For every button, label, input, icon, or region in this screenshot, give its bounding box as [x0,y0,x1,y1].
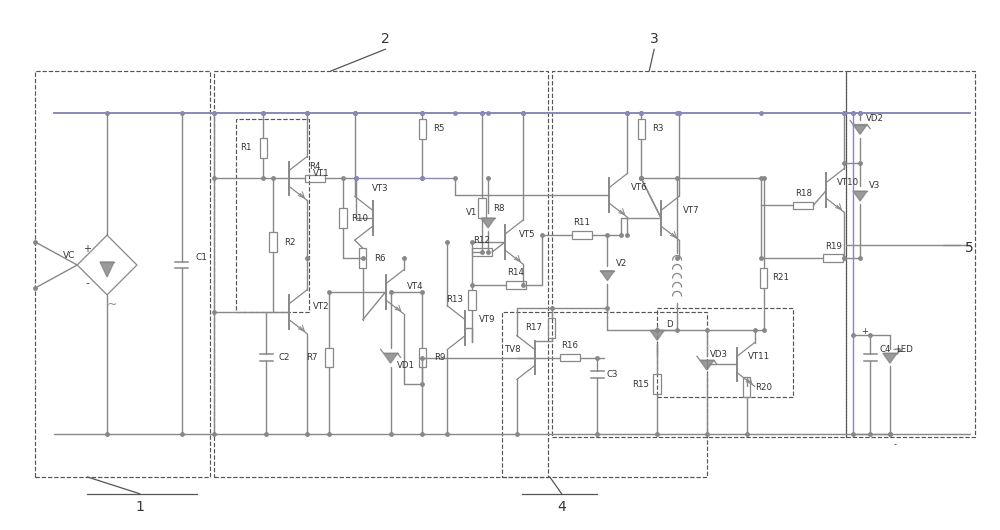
Text: R3: R3 [652,124,664,133]
Text: R6: R6 [374,253,385,262]
Polygon shape [100,262,114,277]
Polygon shape [481,218,495,228]
Bar [552,71,846,437]
Bar [468,290,476,310]
Bar [502,312,707,477]
Text: VT1: VT1 [313,169,329,178]
Bar [743,377,750,398]
Bar [846,71,975,437]
Bar [325,348,333,367]
Text: C3: C3 [607,370,618,379]
Bar [260,138,267,157]
Bar [653,374,661,394]
Polygon shape [384,354,398,363]
Text: VC: VC [63,251,75,260]
Text: V3: V3 [869,181,881,190]
Bar [305,175,325,182]
Text: R8: R8 [493,204,505,213]
Polygon shape [853,125,867,134]
Text: VT2: VT2 [313,302,329,311]
Polygon shape [650,331,664,340]
Text: +: + [862,327,869,336]
Text: R16: R16 [561,341,578,350]
Text: R19: R19 [825,242,842,251]
Text: VT3: VT3 [372,184,389,193]
Text: R18: R18 [795,189,812,198]
Text: V1: V1 [465,208,477,217]
Text: 4: 4 [557,500,566,514]
Text: R11: R11 [573,218,590,227]
Polygon shape [883,354,897,363]
Text: R12: R12 [474,236,491,245]
Text: C2: C2 [278,353,290,362]
Text: C1: C1 [196,252,208,261]
Bar [760,268,767,288]
Text: VT6: VT6 [631,183,648,192]
Text: TV8: TV8 [505,345,521,354]
Text: -: - [85,278,89,288]
Bar [638,119,645,139]
Bar [236,119,309,312]
Bar [419,348,426,367]
Text: 1: 1 [135,500,144,514]
Text: 5: 5 [965,241,974,255]
Text: R17: R17 [525,323,542,332]
Text: VT5: VT5 [519,229,535,239]
Text: R15: R15 [632,380,649,389]
Text: VD1: VD1 [396,361,414,370]
Text: R13: R13 [446,295,463,304]
Polygon shape [853,191,867,201]
Text: +: + [83,244,91,254]
Polygon shape [700,360,714,370]
Text: R4: R4 [309,162,321,171]
Bar [506,281,526,289]
Bar [339,208,347,228]
Text: R14: R14 [507,269,524,278]
Text: 3: 3 [650,32,659,46]
Polygon shape [600,271,614,280]
Bar [572,232,592,239]
Text: V2: V2 [616,259,627,268]
Text: R10: R10 [351,214,368,223]
Bar [548,317,555,338]
Bar [478,198,486,218]
Text: R21: R21 [772,273,789,282]
Bar [472,249,492,256]
Bar [35,71,210,477]
Text: LED: LED [896,345,913,354]
Text: VT10: VT10 [837,178,859,187]
Text: VT9: VT9 [479,315,495,324]
Text: R7: R7 [306,353,318,362]
Text: -: - [893,440,896,449]
Text: R2: R2 [284,237,296,246]
Text: R1: R1 [241,143,252,152]
Text: R20: R20 [755,383,772,392]
Text: VD3: VD3 [710,350,728,359]
Text: C4: C4 [879,345,891,354]
Text: VT4: VT4 [407,282,424,292]
Text: R5: R5 [434,124,445,133]
Text: VD2: VD2 [866,114,884,123]
Text: VT7: VT7 [683,206,699,215]
Bar [657,308,793,398]
Text: ~: ~ [107,298,117,311]
Bar [269,232,277,252]
Bar [560,354,580,361]
Text: VT11: VT11 [748,352,770,361]
Text: R9: R9 [434,353,445,362]
Bar [359,248,366,268]
Bar [214,71,548,477]
Text: 2: 2 [381,32,390,46]
Bar [793,201,813,209]
Bar [823,254,843,262]
Bar [419,119,426,139]
Text: D: D [666,320,672,329]
